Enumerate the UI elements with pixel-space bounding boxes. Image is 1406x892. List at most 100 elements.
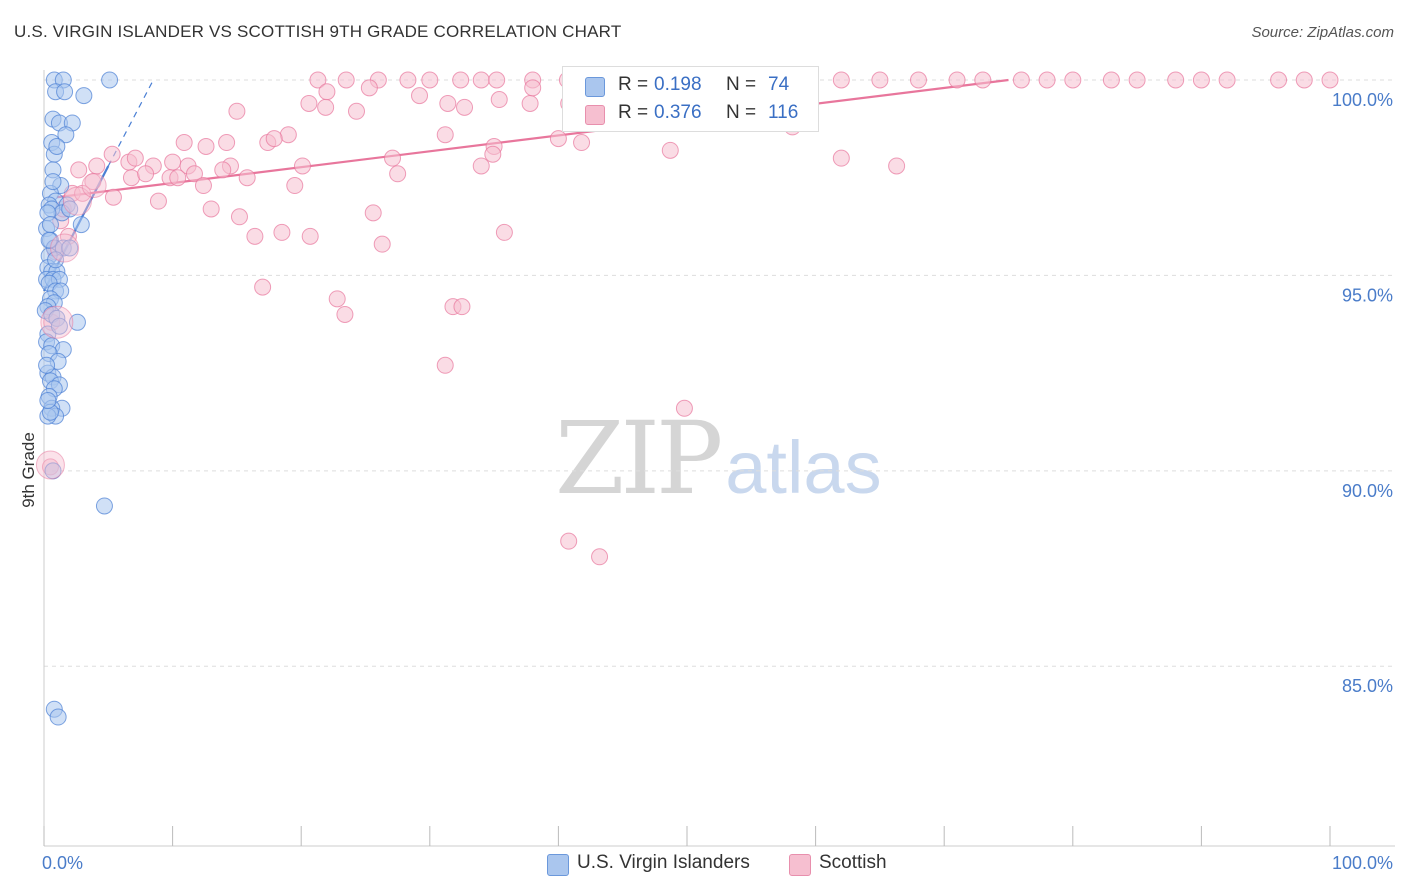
point-scottish [974, 71, 992, 89]
point-scottish [373, 235, 391, 253]
legend-r-value: 0.376 [654, 102, 702, 123]
y-tick-label: 100.0% [1332, 90, 1393, 110]
point-scottish [194, 177, 212, 195]
point-scottish [1192, 71, 1210, 89]
point-scottish [360, 79, 378, 97]
point-scottish [301, 227, 319, 245]
legend-swatch-blue [547, 854, 569, 876]
point-scottish [591, 548, 609, 566]
point-virgin-islanders [61, 200, 79, 218]
y-axis-title: 9th Grade [19, 432, 38, 508]
point-scottish [238, 169, 256, 187]
legend-n-value: 74 [768, 74, 790, 95]
point-virgin-islanders [40, 231, 58, 249]
legend-row-virgin-islanders: R = 0.198 N = 74 [563, 73, 818, 99]
point-virgin-islanders [101, 71, 119, 89]
point-virgin-islanders [47, 251, 65, 269]
point-scottish [122, 169, 140, 187]
point-scottish [169, 169, 187, 187]
legend-row-scottish: R = 0.376 N = 116 [563, 101, 818, 127]
point-scottish [1012, 71, 1030, 89]
point-scottish [452, 71, 470, 89]
point-scottish [214, 161, 232, 179]
point-scottish [254, 278, 272, 296]
point-scottish [218, 134, 236, 152]
point-scottish [871, 71, 889, 89]
point-scottish [1167, 71, 1185, 89]
point-virgin-islanders [38, 356, 56, 374]
point-scottish [279, 126, 297, 144]
point-scottish [384, 149, 402, 167]
point-scottish [300, 94, 318, 112]
point-scottish [104, 188, 122, 206]
point-virgin-islanders [95, 497, 113, 515]
point-scottish [1102, 71, 1120, 89]
point-scottish [832, 149, 850, 167]
point-scottish [1295, 71, 1313, 89]
point-scottish [273, 223, 291, 241]
point-scottish [421, 71, 439, 89]
point-scottish [88, 157, 106, 175]
point-scottish [411, 87, 429, 105]
point-scottish [328, 290, 346, 308]
point-virgin-islanders [44, 173, 62, 191]
point-scottish [1218, 71, 1236, 89]
point-scottish [399, 71, 417, 89]
point-scottish [1321, 71, 1339, 89]
point-scottish [230, 208, 248, 226]
point-scottish [202, 200, 220, 218]
point-scottish [832, 71, 850, 89]
legend-swatch-pink [789, 854, 811, 876]
point-scottish [185, 165, 203, 183]
point-virgin-islanders [57, 126, 75, 144]
point-virgin-islanders [48, 137, 66, 155]
point-scottish [364, 204, 382, 222]
legend-label: Scottish [819, 852, 887, 873]
point-scottish [436, 356, 454, 374]
point-scottish [490, 91, 508, 109]
point-scottish [472, 71, 490, 89]
data-points [35, 71, 1339, 726]
point-scottish [472, 157, 490, 175]
point-scottish [293, 157, 311, 175]
point-virgin-islanders [72, 216, 90, 234]
point-virgin-islanders [68, 313, 86, 331]
watermark: ZIPatlas [555, 400, 882, 517]
point-scottish [909, 71, 927, 89]
legend-swatch-pink [585, 105, 605, 125]
point-scottish-large [50, 233, 80, 263]
point-scottish [488, 71, 506, 89]
point-scottish [1128, 71, 1146, 89]
x-tick-label: 0.0% [42, 853, 83, 873]
point-scottish [560, 532, 578, 550]
point-scottish [103, 145, 121, 163]
point-scottish [573, 134, 591, 152]
point-scottish [164, 153, 182, 171]
trend-line-scottish [56, 78, 1009, 199]
point-virgin-islanders [50, 317, 68, 335]
point-scottish [149, 192, 167, 210]
stats-legend: R = 0.198 N = 74 R = 0.376 N = 116 [562, 66, 819, 132]
chart-title: U.S. VIRGIN ISLANDER VS SCOTTISH 9TH GRA… [14, 22, 622, 41]
legend-swatch-blue [585, 77, 605, 97]
series-legend: U.S. Virgin Islanders Scottish [0, 852, 1406, 878]
point-scottish-large [81, 173, 107, 199]
point-virgin-islanders [39, 391, 57, 409]
point-scottish [175, 134, 193, 152]
point-scottish [137, 165, 155, 183]
legend-n-label: N = [726, 102, 757, 123]
point-scottish-large [62, 186, 92, 216]
legend-r-label: R = [618, 74, 649, 95]
point-scottish [389, 165, 407, 183]
y-tick-label: 90.0% [1342, 481, 1393, 501]
point-virgin-islanders [61, 239, 79, 257]
point-scottish [317, 98, 335, 116]
point-scottish [675, 399, 693, 417]
point-scottish [549, 130, 567, 148]
legend-label: U.S. Virgin Islanders [577, 852, 750, 873]
watermark-atlas: atlas [725, 426, 882, 509]
point-virgin-islanders [49, 708, 67, 726]
y-tick-label: 85.0% [1342, 676, 1393, 696]
point-scottish [521, 94, 539, 112]
